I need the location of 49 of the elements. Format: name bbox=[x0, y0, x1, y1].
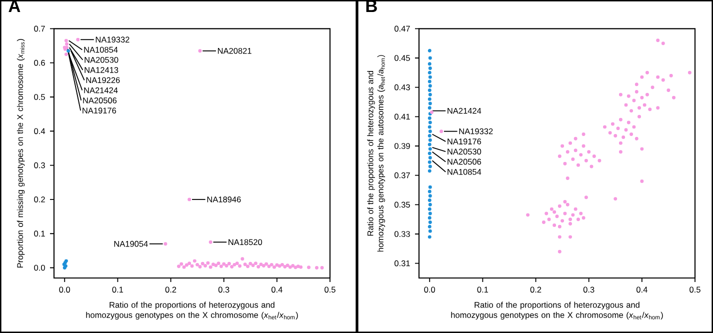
y-tick-label: 0.41 bbox=[394, 114, 410, 120]
annotation: NA19332 bbox=[459, 128, 493, 134]
x-tick-label: 0.5 bbox=[324, 286, 336, 293]
x-tick-label: 0.2 bbox=[165, 286, 176, 293]
y-tick-label: 0.5 bbox=[34, 94, 45, 100]
y-tick-label: 0.1 bbox=[34, 230, 45, 237]
y-tick-label: 0.37 bbox=[394, 172, 410, 178]
annotation: NA21424 bbox=[448, 108, 482, 114]
annotation: NA19226 bbox=[86, 77, 120, 84]
annotation: NA18946 bbox=[207, 196, 241, 202]
annotation: NA19176 bbox=[82, 108, 116, 114]
y-tick-label: 0.0 bbox=[34, 264, 45, 271]
x-tick-label: 0.0 bbox=[424, 286, 436, 293]
annotation: NA19332 bbox=[96, 36, 130, 43]
annotation: NA19054 bbox=[114, 240, 148, 247]
y-tick-label: 0.43 bbox=[394, 84, 410, 90]
y-tick-label: 0.7 bbox=[34, 26, 45, 32]
x-tick-label: 0.4 bbox=[636, 286, 648, 293]
y-tick-label: 0.45 bbox=[394, 55, 410, 61]
x-axis-title: Ratio of the proportions of heterozygous and homozygous genotypes on the X chromosome (x$_{het}$/x$_{hom}$) bbox=[451, 302, 663, 320]
annotation: NA18520 bbox=[228, 239, 262, 246]
annotation: NA20530 bbox=[84, 56, 118, 63]
x-tick-label: 0.1 bbox=[477, 286, 488, 293]
annotation: NA10854 bbox=[84, 46, 118, 53]
y-tick-label: 0.33 bbox=[394, 231, 410, 237]
x-axis-title: Ratio of the proportions of heterozygous and homozygous genotypes on the X chromosome (x$_{het}$/x$_{hom}$) bbox=[86, 302, 298, 320]
y-tick-label: 0.4 bbox=[34, 128, 46, 134]
annotation: NA10854 bbox=[448, 168, 482, 175]
y-tick-label: 0.2 bbox=[34, 196, 45, 202]
x-tick-label: 0.3 bbox=[583, 286, 594, 293]
x-tick-label: 0.0 bbox=[59, 286, 70, 293]
x-tick-label: 0.2 bbox=[530, 286, 542, 293]
annotation: NA20506 bbox=[448, 158, 482, 165]
y-tick-label: 0.31 bbox=[394, 260, 410, 266]
y-tick-label: 0.39 bbox=[394, 143, 410, 149]
annotation: NA12413 bbox=[84, 67, 118, 73]
annotation: NA20530 bbox=[448, 148, 482, 155]
annotation: NA19176 bbox=[448, 138, 482, 144]
y-tick-label: 0.3 bbox=[34, 162, 45, 168]
y-tick-label: 0.35 bbox=[394, 202, 410, 208]
annotation: NA20821 bbox=[218, 48, 252, 54]
x-tick-label: 0.3 bbox=[218, 286, 230, 293]
y-tick-label: 0.6 bbox=[34, 60, 45, 66]
x-tick-label: 0.4 bbox=[271, 286, 282, 293]
annotation: NA21424 bbox=[84, 87, 118, 94]
y-tick-label: 0.47 bbox=[394, 26, 410, 32]
annotation: NA20506 bbox=[83, 97, 117, 104]
x-tick-label: 0.1 bbox=[112, 286, 124, 293]
x-tick-label: 0.5 bbox=[690, 286, 700, 293]
